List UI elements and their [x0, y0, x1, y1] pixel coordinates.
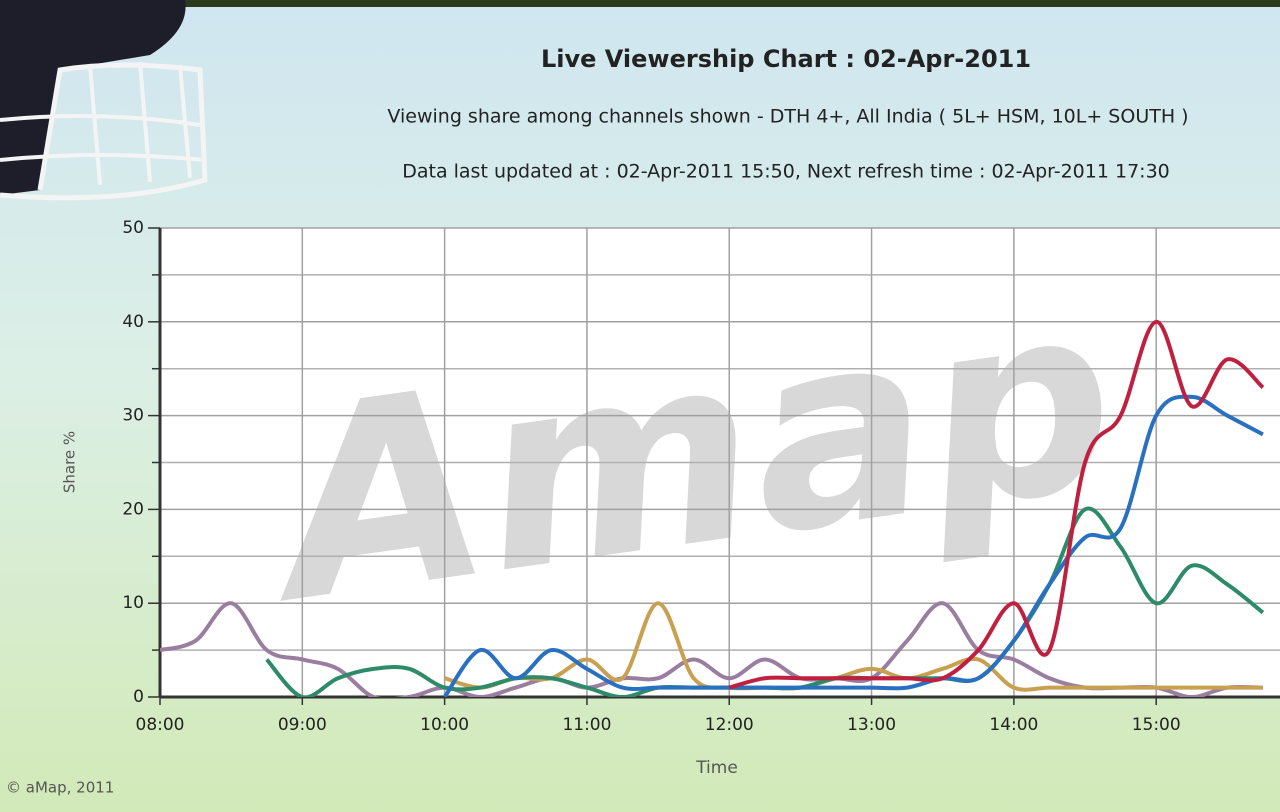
y-tick-label: 40 [122, 312, 144, 332]
series-line [444, 601, 1263, 692]
copyright: © aMap, 2011 [6, 779, 114, 797]
chart-title: Live Viewership Chart : 02-Apr-2011 [541, 45, 1031, 73]
y-axis-label: Share % [61, 431, 79, 493]
series-line [728, 319, 1265, 690]
x-tick-label: 11:00 [562, 715, 611, 735]
x-tick-label: 15:00 [1132, 715, 1181, 735]
series-line [442, 394, 1264, 697]
x-tick-label: 10:00 [420, 715, 469, 735]
y-tick-label: 20 [122, 499, 144, 519]
y-tick-label: 0 [133, 687, 144, 707]
y-tick-label: 50 [122, 218, 144, 238]
chart-subtitle: Viewing share among channels shown - DTH… [387, 106, 1188, 128]
y-tick-label: 30 [122, 406, 144, 426]
x-tick-label: 14:00 [989, 715, 1038, 735]
update-note: Data last updated at : 02-Apr-2011 15:50… [402, 161, 1170, 183]
plot: 0 10 20 30 40 50 08:00 09:00 10:00 11:00 12:00 13:0… [122, 218, 1280, 735]
x-axis-label: Time [695, 758, 738, 778]
x-tick-label: 13:00 [847, 715, 896, 735]
x-tick-label: 09:00 [278, 715, 327, 735]
x-tick-label: 12:00 [705, 715, 754, 735]
x-tick-label: 08:00 [136, 715, 185, 735]
y-tick-label: 10 [122, 593, 144, 613]
helmet [0, 0, 208, 201]
top-strip [0, 0, 1280, 7]
